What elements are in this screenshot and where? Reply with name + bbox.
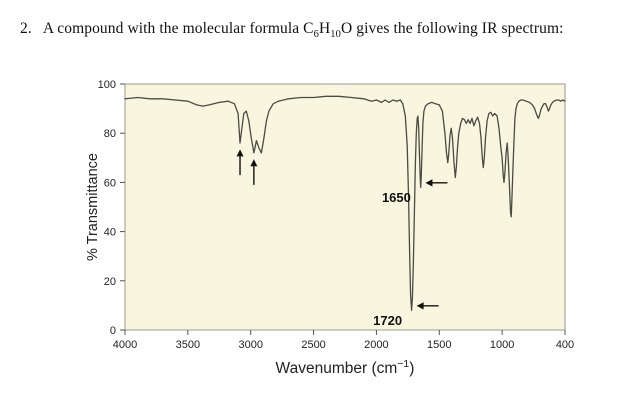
annotation-left-arrow-head [425,179,433,187]
annotation-label: 1720 [373,313,402,328]
x-tick-label: 3500 [176,339,200,351]
plot-panel [124,83,566,331]
x-axis-label-post: ) [409,360,415,378]
question-text: 2. A compound with the molecular formula … [20,20,620,40]
x-tick-label: 2500 [301,339,325,351]
question-text-post: O gives the following IR spectrum: [340,20,564,37]
formula-subscript-10: 10 [330,29,341,41]
x-tick-label: 400 [556,339,574,351]
ir-spectrum-chart: 4000 3500 3000 2500 2000 1500 1000 400 100 80 60 40… [70,68,610,368]
x-tick-label: 2000 [364,339,388,351]
y-tick-label: 20 [104,276,116,288]
annotation-up-arrow-head [250,159,258,167]
y-tick-label: 80 [104,128,116,140]
x-axis-label: Wavenumber (cm−1) [235,358,455,378]
y-tick-label: 40 [104,227,116,239]
question-text-mid: H [318,20,331,37]
formula-subscript-6: 6 [313,29,319,41]
x-tick-label: 4000 [113,339,137,351]
y-tick-label: 0 [110,325,116,337]
x-axis-label-pre: Wavenumber (cm [275,360,398,378]
ir-spectrum-plot: 4000 3500 3000 2500 2000 1500 1000 400100806040… [98,79,575,351]
y-tick-label: 100 [98,79,116,91]
question-text-pre: A compound with the molecular formula C [42,20,314,37]
annotation-left-arrow-head [416,302,424,310]
x-tick-label: 1000 [490,339,514,351]
annotation-up-arrow-head [236,149,244,157]
question-number: 2. [20,20,32,37]
spectrum-curve [124,95,566,311]
y-axis-label: % Transmittance [85,153,101,261]
x-tick-label: 1500 [427,339,451,351]
x-axis-label-exponent: −1 [397,358,410,370]
y-tick-label: 60 [104,177,116,189]
annotation-label: 1650 [382,190,411,205]
x-tick-label: 3000 [238,339,262,351]
